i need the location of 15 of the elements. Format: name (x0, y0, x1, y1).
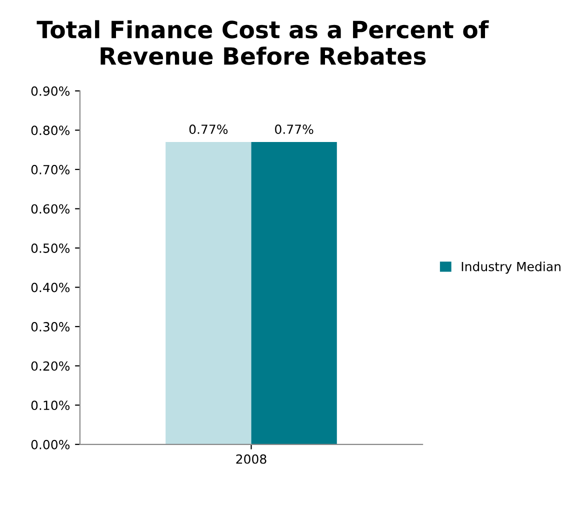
y-tick-label: 0.60% (31, 204, 70, 214)
chart-title: Total Finance Cost as a Percent of Revenue Before Rebates (36, 20, 489, 65)
y-tick-label: 0.40% (31, 282, 70, 292)
y-tick-label: 0.20% (31, 361, 70, 371)
y-tick-label: 0.00% (31, 440, 70, 450)
y-tick-label: 0.30% (31, 322, 70, 332)
y-tick-label: 0.70% (31, 164, 70, 174)
y-tick-label: 0.80% (31, 126, 70, 136)
y-tick-label: 0.50% (31, 243, 70, 253)
legend-label: Industry Median (462, 262, 560, 274)
x-tick-label: 2008 (236, 454, 266, 464)
data-label: 0.77% (275, 124, 314, 134)
y-tick-label: 0.90% (31, 86, 70, 96)
y-tick-label: 0.10% (31, 400, 70, 410)
data-label: 0.77% (189, 124, 228, 134)
